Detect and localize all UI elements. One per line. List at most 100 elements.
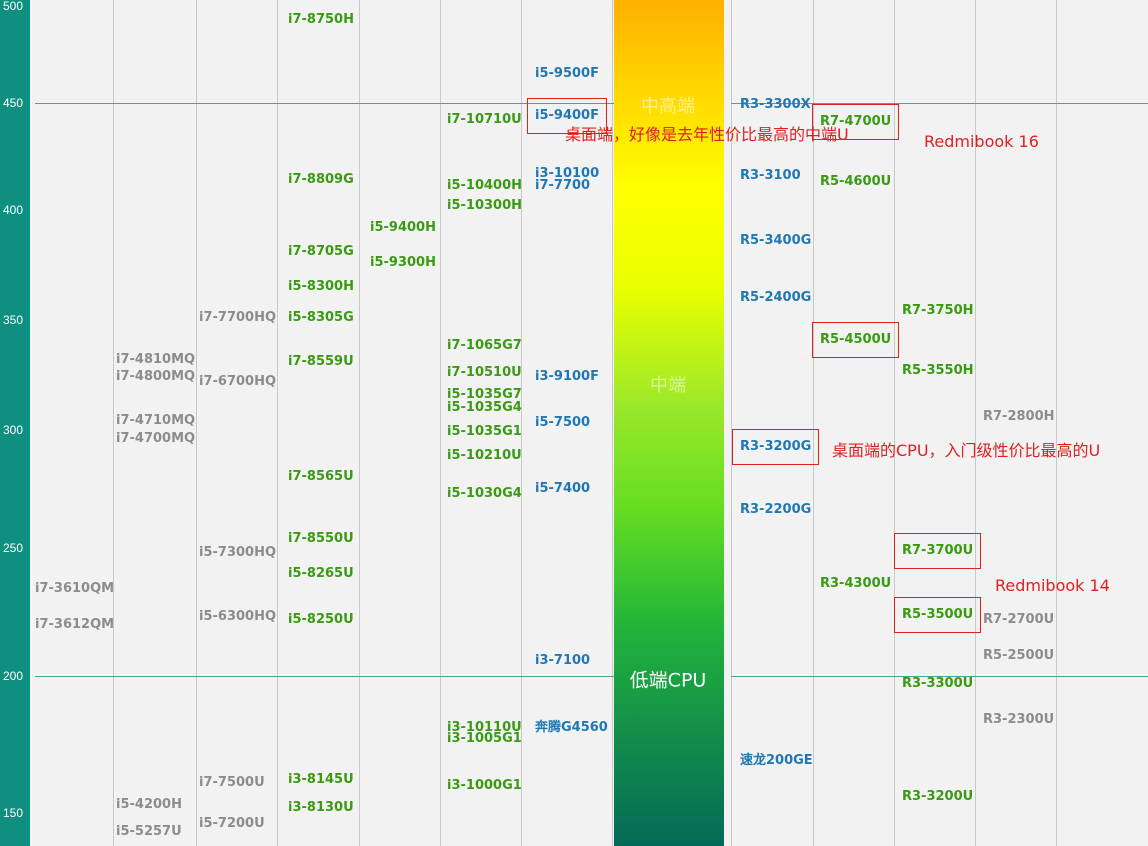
cpu-i7-8565u: i7-8565U: [288, 469, 354, 485]
cpu-i7-8809g: i7-8809G: [288, 172, 354, 188]
column-line-5: [521, 0, 522, 846]
cpu-i7-7700: i7-7700: [535, 178, 591, 194]
cpu-i7-4800mq: i7-4800MQ: [116, 369, 196, 385]
column-line-3: [359, 0, 360, 846]
highlight-box-r7-4700u: [812, 104, 900, 141]
cpu-i3-1000g1: i3-1000G1: [447, 777, 522, 793]
cpu-r7-2800h: R7-2800H: [983, 408, 1055, 424]
cpu-i7-4700mq: i7-4700MQ: [116, 431, 196, 447]
cpu-i5-7200u: i5-7200U: [199, 815, 265, 831]
cpu-i7-6700hq: i7-6700HQ: [199, 373, 277, 389]
cpu-r3-3100: R3-3100: [740, 167, 801, 183]
cpu-i7-8750h: i7-8750H: [288, 11, 354, 27]
cpu-i7-10710u: i7-10710U: [447, 112, 522, 128]
y-axis-bar: [0, 0, 30, 846]
cpu-r5-3500u: R5-3500U: [902, 606, 974, 622]
cpu-i5-8250u: i5-8250U: [288, 611, 354, 627]
annotation-3: Redmibook 14: [995, 576, 1110, 596]
cpu-i5-6300hq: i5-6300HQ: [199, 609, 277, 625]
column-line-9: [894, 0, 895, 846]
cpu-r3-2300u: R3-2300U: [983, 711, 1055, 727]
cpu-i7-8550u: i7-8550U: [288, 530, 354, 546]
cpu-i5-7500: i5-7500: [535, 415, 591, 431]
y-tick-150: 150: [3, 806, 24, 820]
cpu-i7-4810mq: i7-4810MQ: [116, 351, 196, 367]
cpu-r5-3550h: R5-3550H: [902, 362, 974, 378]
cpu-i5-8300h: i5-8300H: [288, 279, 354, 294]
cpu-i5-9400f: i5-9400F: [535, 107, 599, 123]
highlight-box-r5-3500u: [894, 596, 982, 633]
cpu-i5-8265u: i5-8265U: [288, 565, 354, 581]
reference-line-200-0: [35, 676, 614, 677]
cpu-r7-3700u: R7-3700U: [902, 542, 974, 558]
column-line-6: [612, 0, 613, 846]
column-line-0: [113, 0, 114, 846]
cpu-i5-7300hq: i5-7300HQ: [199, 545, 277, 561]
cpu-i5-9300h: i5-9300H: [370, 254, 436, 270]
cpu-i7-1065g7: i7-1065G7: [447, 338, 522, 354]
cpu-r3-3200u: R3-3200U: [902, 788, 974, 804]
y-tick-350: 350: [3, 313, 24, 327]
cpu-i7-3612qm: i7-3612QM: [35, 616, 115, 632]
cpu-i5-8305g: i5-8305G: [288, 309, 354, 325]
cpu-i3-8130u: i3-8130U: [288, 799, 354, 815]
highlight-box-i5-9400f: [527, 97, 607, 134]
reference-line-200-1: [731, 676, 1148, 677]
cpu-i5-7400: i5-7400: [535, 481, 591, 496]
column-line-1: [196, 0, 197, 846]
cpu-i5-9500f: i5-9500F: [535, 65, 599, 81]
cpu-r5-2500u: R5-2500U: [983, 647, 1055, 663]
cpu-i3-10100: i3-10100: [535, 165, 600, 181]
cpu-i7-4710mq: i7-4710MQ: [116, 413, 196, 429]
column-line-7: [731, 0, 732, 846]
cpu-i7-3610qm: i7-3610QM: [35, 580, 115, 596]
cpu-r5-2400g: R5-2400G: [740, 290, 812, 305]
y-tick-450: 450: [3, 96, 24, 110]
reference-line-450-0: [35, 103, 614, 104]
column-line-4: [440, 0, 441, 846]
cpu-g4560: 奔腾G4560: [535, 720, 608, 736]
column-line-10: [975, 0, 976, 846]
cpu-i5-9400h: i5-9400H: [370, 219, 436, 235]
cpu-i3-7100: i3-7100: [535, 652, 591, 668]
cpu-i5-1035g1: i5-1035G1: [447, 424, 522, 440]
cpu-200ge: 速龙200GE: [740, 752, 813, 768]
y-tick-300: 300: [3, 423, 24, 437]
column-line-2: [277, 0, 278, 846]
cpu-i3-1005g1: i3-1005G1: [447, 731, 522, 747]
cpu-r3-3300u: R3-3300U: [902, 676, 974, 692]
cpu-r5-4500u: R5-4500U: [820, 331, 892, 347]
tier-label-1: 中端: [650, 374, 686, 396]
cpu-i7-7500u: i7-7500U: [199, 774, 265, 790]
cpu-r3-4300u: R3-4300U: [820, 575, 892, 591]
annotation-0: 桌面端，好像是去年性价比最高的中端U: [565, 124, 849, 144]
cpu-r7-2700u: R7-2700U: [983, 611, 1055, 627]
cpu-i7-8559u: i7-8559U: [288, 353, 354, 369]
cpu-i3-9100f: i3-9100F: [535, 369, 599, 385]
cpu-i5-1035g4: i5-1035G4: [447, 400, 522, 415]
cpu-i3-10110u: i3-10110U: [447, 720, 522, 736]
tier-label-0: 中高端: [641, 96, 695, 118]
tier-gradient-band: [614, 0, 724, 846]
cpu-i7-10510u: i7-10510U: [447, 364, 522, 380]
tier-label-2: 低端CPU: [629, 669, 707, 692]
cpu-i5-10300h: i5-10300H: [447, 197, 523, 213]
cpu-r5-4600u: R5-4600U: [820, 174, 892, 190]
cpu-i5-10210u: i5-10210U: [447, 447, 522, 463]
cpu-i5-4200h: i5-4200H: [116, 796, 182, 812]
cpu-i7-7700hq: i7-7700HQ: [199, 309, 277, 325]
cpu-i5-1030g4: i5-1030G4: [447, 485, 522, 501]
cpu-r7-4700u: R7-4700U: [820, 114, 892, 130]
cpu-r3-3300x: R3-3300X: [740, 97, 811, 113]
cpu-r5-3400g: R5-3400G: [740, 232, 812, 248]
annotation-2: 桌面端的CPU，入门级性价比最高的U: [832, 440, 1101, 460]
cpu-i3-8145u: i3-8145U: [288, 772, 354, 788]
y-tick-400: 400: [3, 203, 24, 217]
y-tick-200: 200: [3, 669, 24, 683]
highlight-box-r3-3200g: [732, 428, 820, 465]
column-line-11: [1056, 0, 1057, 846]
cpu-i5-1035g7: i5-1035G7: [447, 386, 522, 402]
cpu-i5-5257u: i5-5257U: [116, 824, 182, 840]
highlight-box-r7-3700u: [894, 532, 982, 569]
cpu-r3-2200g: R3-2200G: [740, 502, 812, 518]
